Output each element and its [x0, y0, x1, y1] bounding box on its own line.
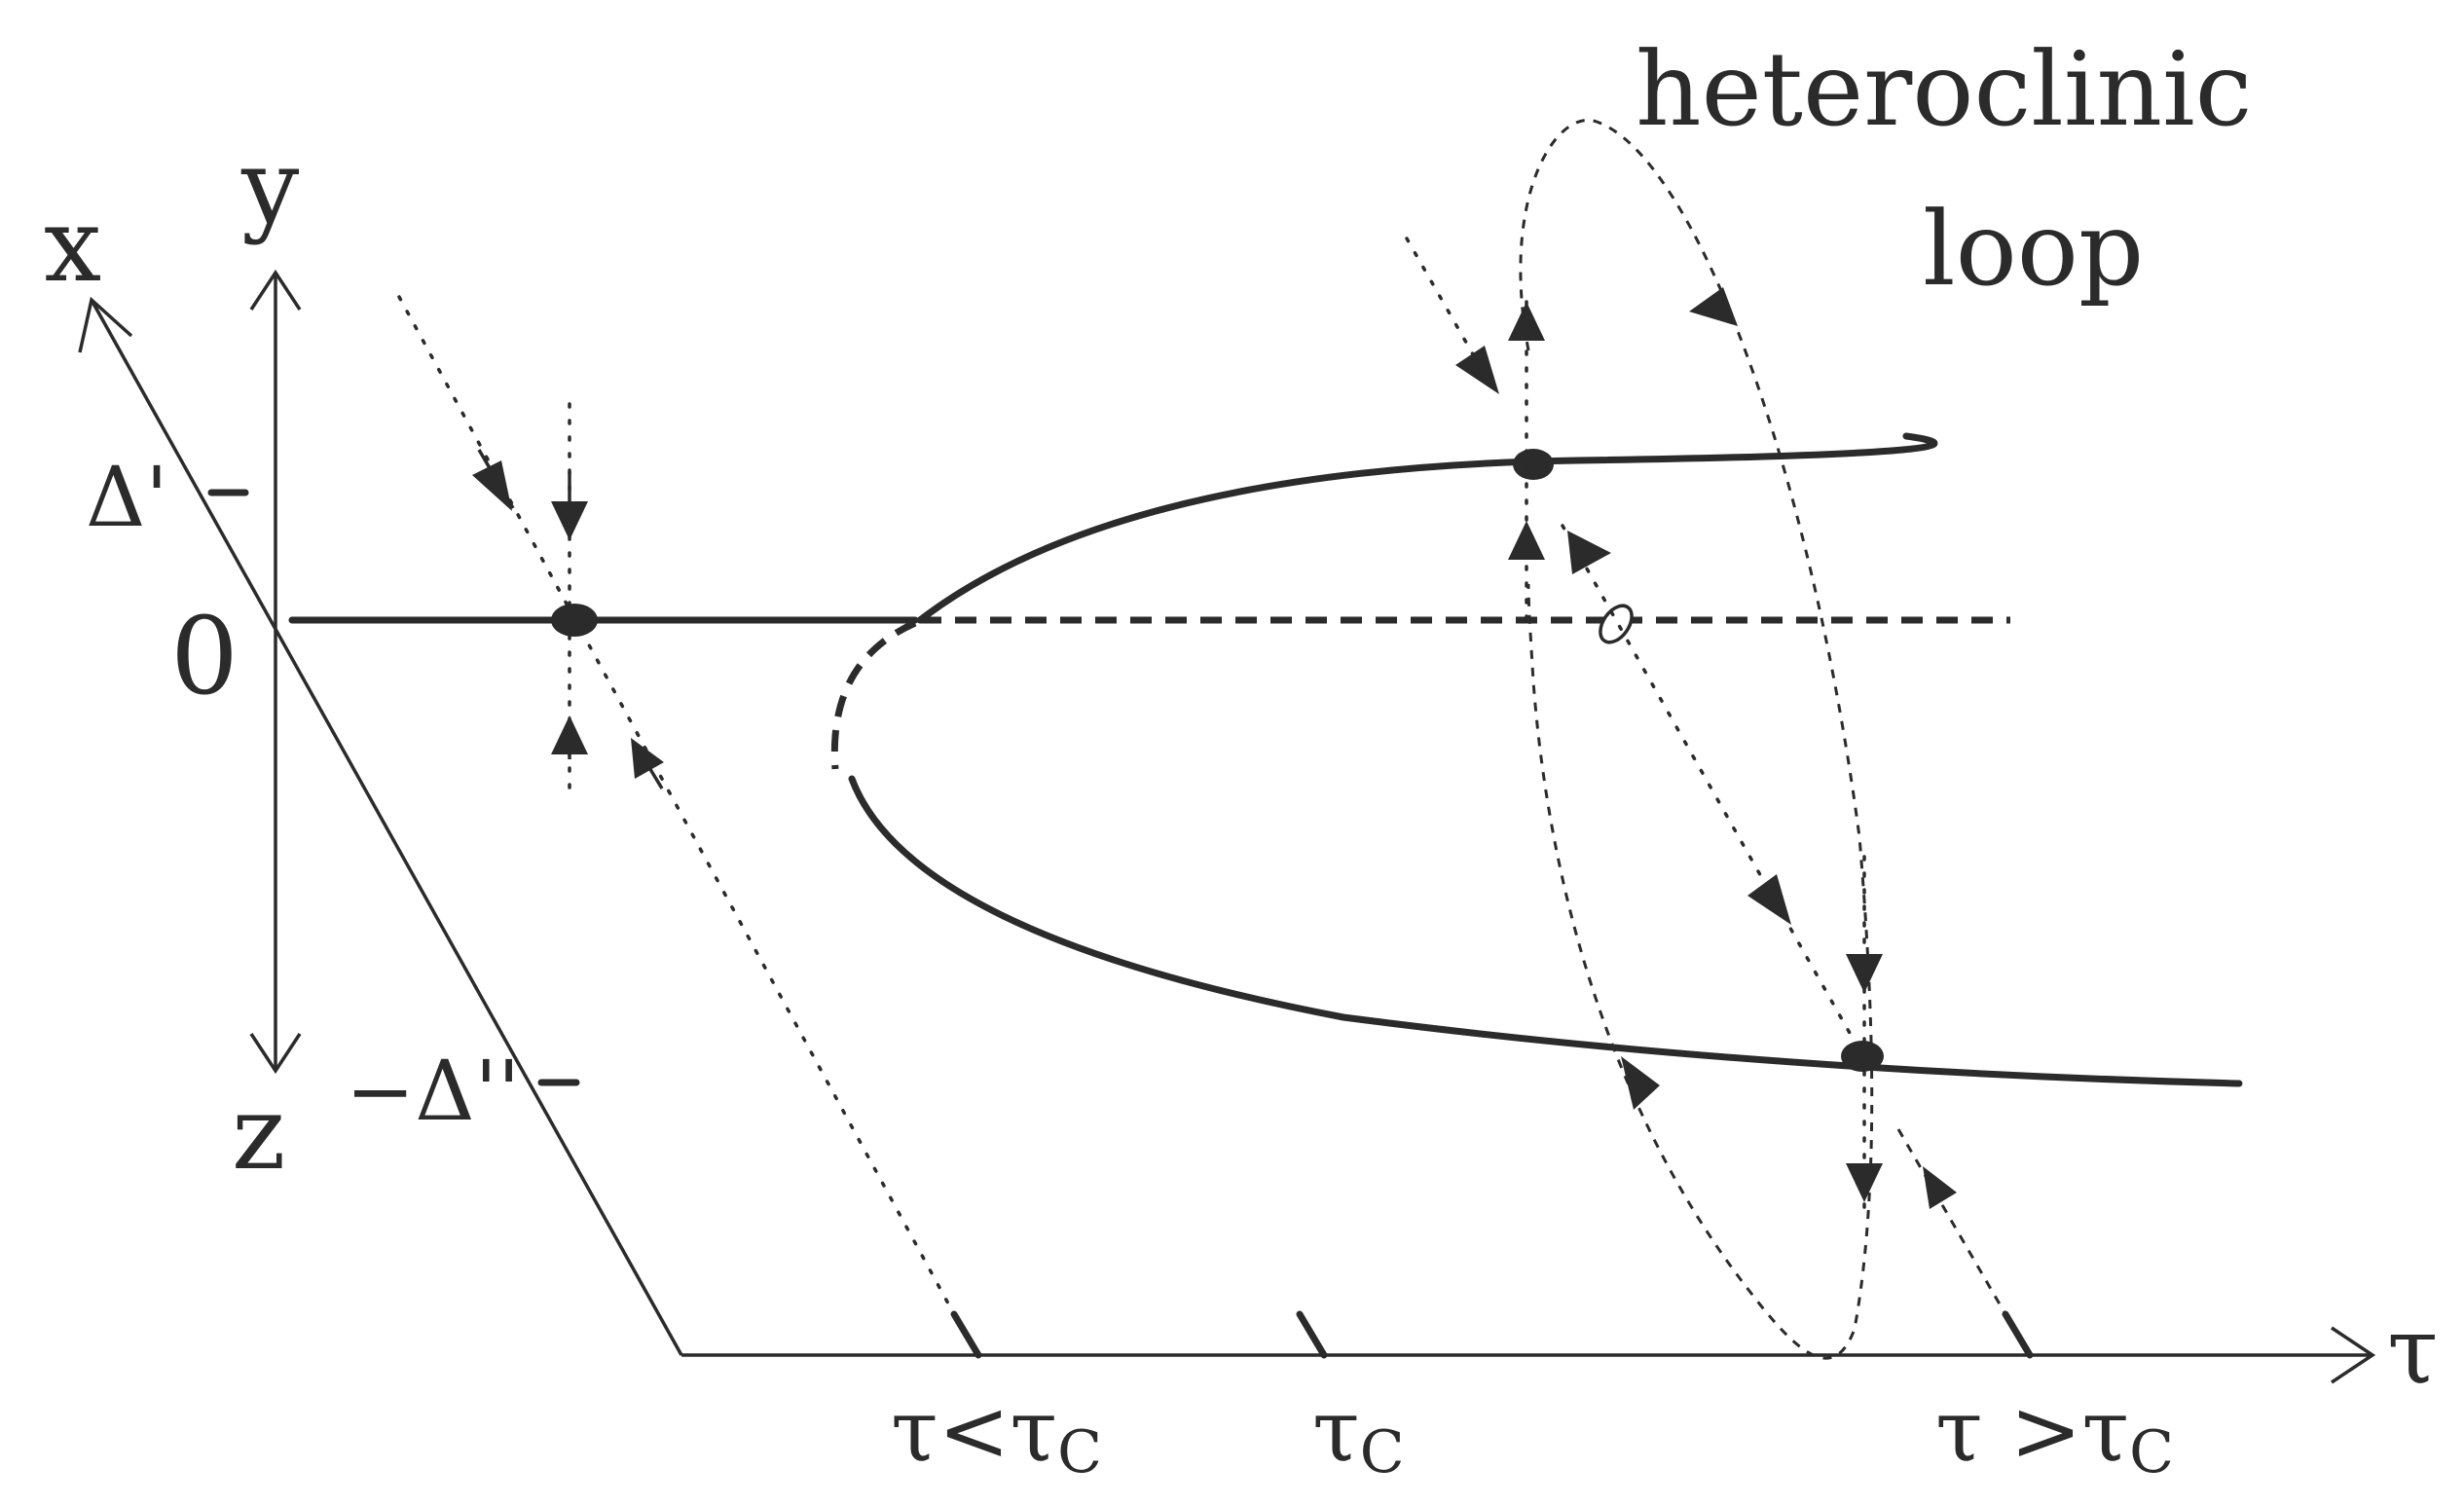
tau-critical-label: τC	[1312, 1380, 1405, 1487]
flow-arrowhead	[1508, 302, 1545, 341]
z-axis-label: z	[232, 1074, 285, 1193]
flow-arrowhead	[551, 716, 588, 754]
loop-arrowhead-bottom	[1621, 1056, 1660, 1110]
x-axis-line	[91, 301, 683, 1356]
tau-axis-label: τ	[2387, 1298, 2439, 1405]
z-axis-arrowhead	[249, 1033, 302, 1075]
delta-prime-label: Δ'	[86, 450, 168, 546]
tau-less-than-critical-label: τ<τC	[891, 1380, 1102, 1487]
zero-level-label: 0	[170, 594, 239, 718]
flow-line-saddle-diagonal	[1561, 524, 1857, 1044]
upper-stable-branch	[916, 432, 1938, 624]
tau-less-tick	[950, 1310, 982, 1359]
flow-arrowhead	[1567, 531, 1611, 574]
flow-arrowhead	[631, 738, 664, 779]
flow-arrowhead	[1508, 521, 1545, 560]
flow-arrowhead	[1846, 1163, 1883, 1202]
heteroclinic-label-line1: heteroclinic	[1636, 30, 2253, 149]
flow-line-lower-node-oblique	[1896, 1128, 2007, 1315]
flow-arrowhead	[1455, 346, 1499, 394]
tau-greater-tick	[2002, 1310, 2034, 1359]
loop-arrowhead-top	[1689, 287, 1738, 326]
tau-greater-main: τ >τ	[1935, 1380, 2129, 1481]
saddle-point	[1599, 604, 1634, 644]
tau-less-main: τ<τ	[891, 1380, 1057, 1481]
tau-greater-subscript: C	[2129, 1418, 2174, 1487]
flow-arrowhead	[1923, 1166, 1957, 1209]
tau-critical-subscript: C	[1360, 1418, 1405, 1487]
lower-stable-node	[1841, 1041, 1884, 1072]
heteroclinic-label-line2: loop	[1923, 190, 2144, 309]
y-axis-label: y	[240, 128, 300, 246]
flow-arrowhead	[472, 460, 512, 511]
flow-arrowhead	[551, 501, 588, 540]
tau-critical-tick	[1296, 1310, 1328, 1359]
flow-line-upper-node-oblique	[1405, 237, 1487, 377]
flow-arrowhead	[1747, 874, 1791, 925]
upper-stable-node	[1513, 449, 1554, 480]
y-axis-arrowhead	[249, 269, 302, 311]
tau-greater-than-critical-label: τ >τC	[1935, 1380, 2174, 1487]
heteroclinic-loop-curve	[1519, 118, 1874, 1360]
lower-stable-branch	[848, 775, 2243, 1087]
unstable-fold-branch	[830, 619, 917, 770]
tau-less-subscript: C	[1057, 1418, 1102, 1487]
flow-line-tau-less-oblique	[397, 295, 956, 1316]
x-axis-arrowhead	[78, 296, 133, 353]
flow-arrowhead	[1846, 954, 1883, 993]
x-axis-label: x	[44, 186, 101, 305]
minus-delta-double-prime-label: −Δ''	[346, 1044, 520, 1140]
tau-axis-arrowhead	[2331, 1326, 2376, 1384]
tau-critical-main: τ	[1312, 1380, 1360, 1481]
